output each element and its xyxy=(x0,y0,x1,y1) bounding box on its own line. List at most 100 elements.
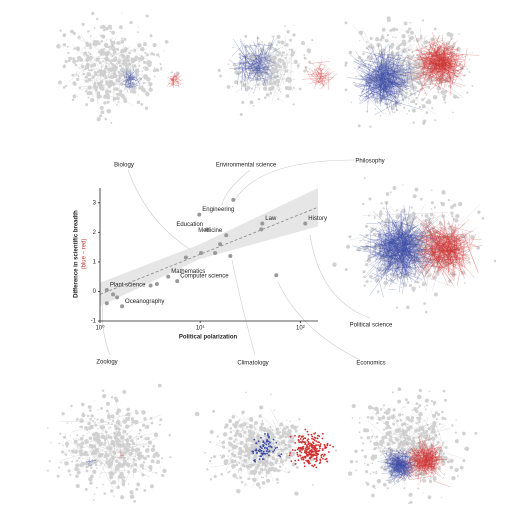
network-node xyxy=(422,492,424,494)
network-edge xyxy=(422,73,467,87)
network-edge xyxy=(314,69,325,79)
network-edge xyxy=(434,63,442,71)
network-node xyxy=(70,422,72,424)
network-edge xyxy=(383,74,403,87)
network-node xyxy=(127,483,130,485)
network-node xyxy=(423,40,428,45)
network-node xyxy=(457,201,463,207)
network-node xyxy=(268,454,270,457)
network-node xyxy=(302,458,305,461)
network-node xyxy=(293,24,295,26)
network-node xyxy=(386,416,391,421)
network-node xyxy=(477,210,481,214)
network-node xyxy=(309,457,312,460)
network-edge xyxy=(429,59,461,73)
network-edge xyxy=(84,56,129,83)
network-node xyxy=(89,417,92,421)
network-node xyxy=(308,60,312,64)
network-node xyxy=(405,415,410,421)
network-edge xyxy=(237,68,261,72)
network-edge xyxy=(231,46,235,49)
network-node xyxy=(126,68,132,73)
network-edge xyxy=(359,71,412,87)
network-edge xyxy=(394,225,422,264)
network-node xyxy=(420,34,423,38)
network-node xyxy=(122,69,126,73)
network-edge xyxy=(406,56,434,71)
network-node xyxy=(322,457,324,460)
network-node xyxy=(371,437,373,439)
network-node xyxy=(307,459,310,462)
network-node xyxy=(302,445,305,448)
network-node xyxy=(276,34,281,39)
network-edge xyxy=(361,84,379,96)
network-edge xyxy=(78,82,113,91)
network-edge xyxy=(256,57,264,64)
network-edge xyxy=(365,92,388,98)
network-edge xyxy=(254,59,261,77)
network-node xyxy=(462,459,466,463)
network-edge xyxy=(255,58,267,87)
network-node xyxy=(386,16,391,21)
network-node xyxy=(94,417,96,420)
network-node xyxy=(404,406,406,408)
network-node xyxy=(110,396,114,399)
network-node xyxy=(265,93,270,97)
network-node xyxy=(255,452,258,455)
network-edge xyxy=(382,76,390,101)
network-node xyxy=(228,419,233,423)
network-node xyxy=(69,473,72,476)
network-node xyxy=(68,56,73,61)
network-edge xyxy=(387,45,391,69)
network-node xyxy=(252,477,257,482)
network-node xyxy=(246,425,249,429)
network-node xyxy=(306,453,308,456)
network-node xyxy=(140,85,144,88)
network-node xyxy=(454,467,459,473)
network-node xyxy=(354,449,358,454)
network-edge xyxy=(416,85,429,92)
network-edge xyxy=(120,70,139,80)
network-node xyxy=(231,467,234,469)
network-edge xyxy=(413,268,420,277)
network-node xyxy=(282,463,284,466)
network-edge xyxy=(371,69,404,80)
network-node xyxy=(110,489,114,493)
network-node xyxy=(262,441,265,444)
network-edge xyxy=(266,35,275,61)
network-node xyxy=(391,391,394,394)
network-node xyxy=(290,439,295,444)
network-node xyxy=(103,437,107,441)
network-edge xyxy=(349,54,405,97)
network-edge xyxy=(439,66,454,76)
network-node xyxy=(219,74,222,78)
network-node xyxy=(130,417,135,421)
network-node xyxy=(269,78,273,82)
network-node xyxy=(109,426,112,429)
network-node xyxy=(424,310,428,314)
network-node xyxy=(228,436,233,441)
network-node xyxy=(403,283,407,287)
network-node xyxy=(409,21,412,24)
network-node xyxy=(75,459,79,462)
network-edge xyxy=(97,39,123,53)
network-node xyxy=(259,446,262,449)
network-edge xyxy=(449,273,458,275)
network-node xyxy=(147,445,150,448)
network-node xyxy=(433,404,435,406)
network-node xyxy=(411,99,416,103)
network-edge xyxy=(397,59,418,73)
network-node xyxy=(369,60,372,63)
network-node xyxy=(104,117,108,121)
network-node xyxy=(134,55,139,60)
network-edge xyxy=(388,261,409,269)
network-edge xyxy=(384,85,412,88)
network-node xyxy=(448,279,452,283)
network-node xyxy=(388,16,390,18)
network-edge xyxy=(261,42,275,59)
network-node xyxy=(413,40,415,42)
network-edge xyxy=(371,66,422,76)
network-node xyxy=(464,282,466,284)
network-node xyxy=(93,27,96,30)
network-node xyxy=(107,412,110,415)
